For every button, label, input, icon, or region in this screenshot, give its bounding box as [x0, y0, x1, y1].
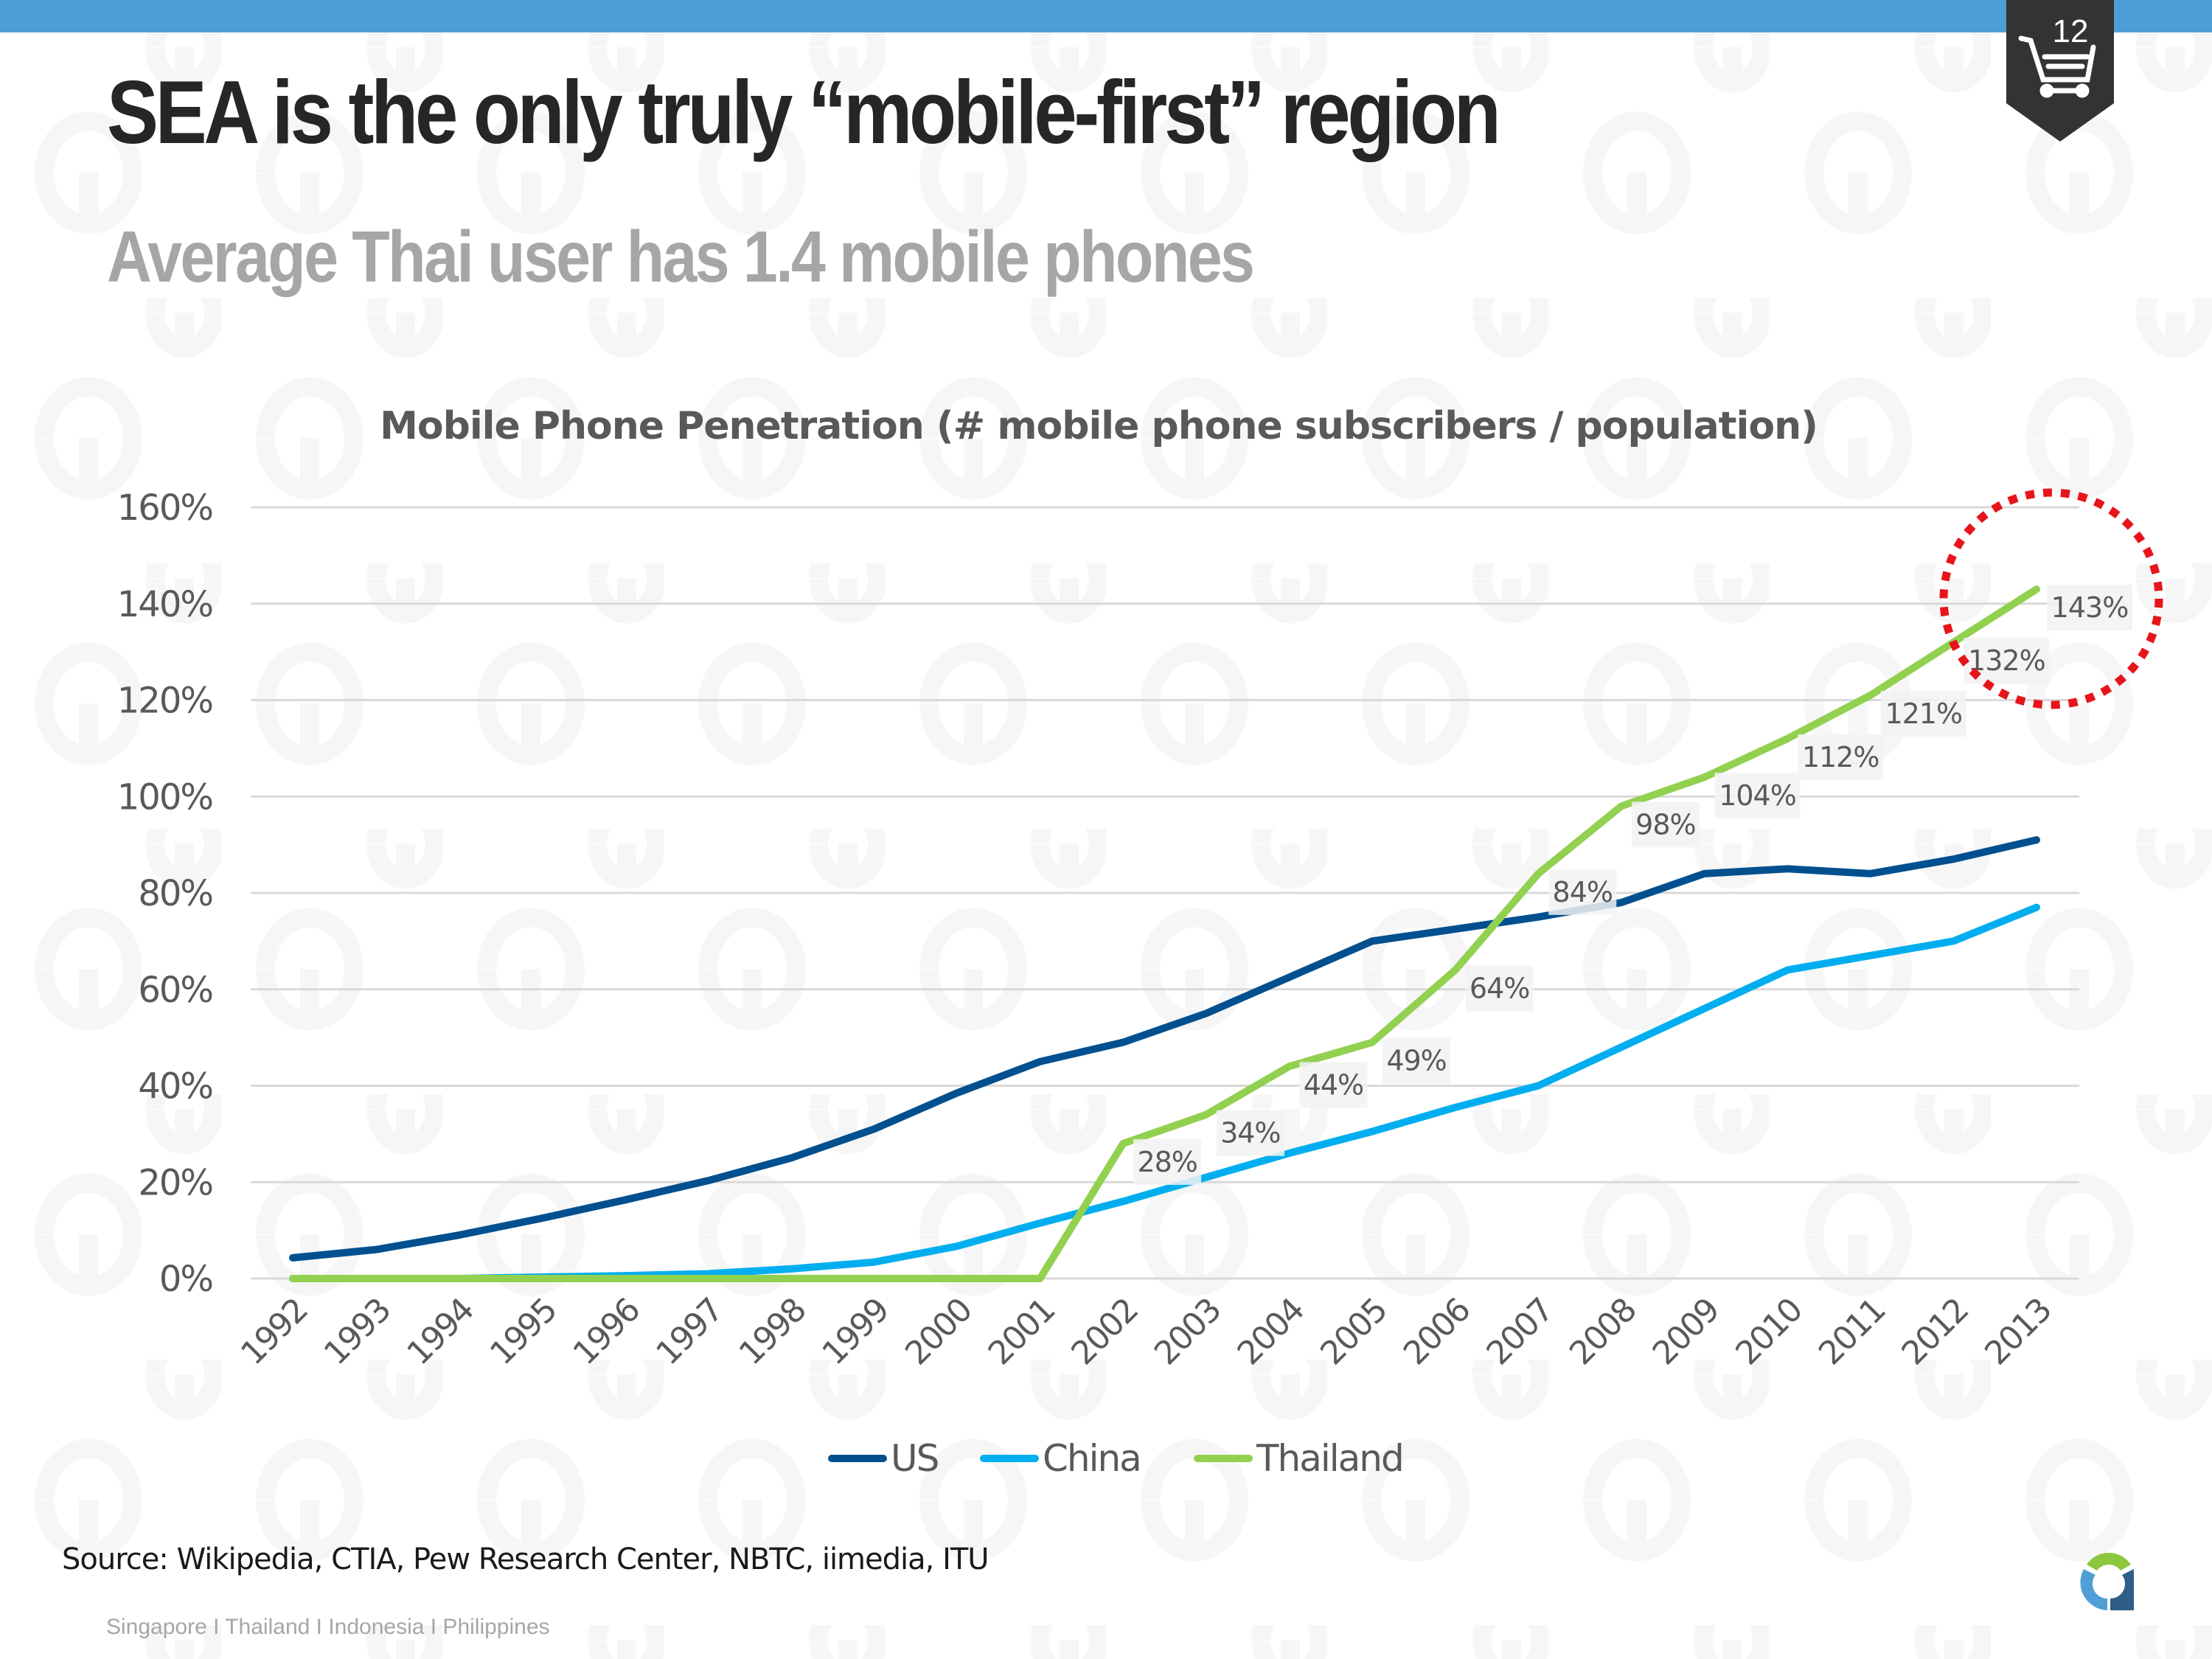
legend-label-us: US — [891, 1437, 938, 1480]
y-tick-label: 0% — [159, 1259, 212, 1300]
highlight-circle — [1939, 488, 2163, 709]
data-label-box — [1798, 734, 1884, 780]
x-tick-label: 1994 — [400, 1292, 481, 1373]
x-tick-label: 2007 — [1479, 1292, 1560, 1373]
gridlines — [251, 506, 2079, 1280]
y-tick-label: 140% — [117, 584, 212, 625]
data-label-box — [1133, 1138, 1202, 1185]
x-tick-label: 2006 — [1397, 1292, 1478, 1373]
x-tick-label: 2008 — [1562, 1292, 1644, 1373]
data-label: 64% — [1470, 973, 1529, 1005]
x-tick-label: 1997 — [649, 1292, 730, 1373]
data-label-box — [1216, 1110, 1284, 1156]
series-lines — [289, 585, 2040, 1282]
x-tick-label: 2013 — [1978, 1292, 2059, 1373]
data-label: 34% — [1220, 1117, 1280, 1150]
slide-subtitle: Average Thai user has 1.4 mobile phones — [107, 216, 1255, 297]
data-label: 104% — [1719, 779, 1796, 812]
data-label-box — [1382, 1037, 1451, 1084]
chart-title: Mobile Phone Penetration (# mobile phone… — [380, 404, 1818, 448]
y-axis-ticks: 0% 20% 40% 60% 80% 100% 120% 140% 160% — [117, 487, 214, 1300]
x-tick-label: 2012 — [1895, 1292, 1976, 1373]
slide-title: SEA is the only truly “mobile-first” reg… — [107, 62, 1501, 162]
x-tick-label: 1998 — [732, 1292, 813, 1373]
x-axis-ticks: 1992 1993 1994 1995 1996 1997 1998 1999 2000 2001… — [234, 1292, 2059, 1373]
data-label: 112% — [1802, 741, 1879, 773]
y-tick-label: 60% — [138, 970, 212, 1011]
footer-countries: Singapore I Thailand I Indonesia I Phili… — [106, 1615, 550, 1639]
x-tick-label: 1993 — [317, 1292, 398, 1373]
source-note: Source: Wikipedia, CTIA, Pew Research Ce… — [62, 1543, 990, 1576]
top-accent-bar — [0, 0, 2212, 32]
page-number: 12 — [2052, 13, 2089, 49]
data-label-box — [2047, 585, 2132, 631]
x-tick-label: 2002 — [1064, 1292, 1145, 1373]
x-tick-label: 2010 — [1728, 1292, 1809, 1373]
data-label-box — [1714, 773, 1801, 819]
data-label: 143% — [2051, 591, 2129, 624]
company-logo-icon — [2080, 1552, 2134, 1610]
data-label-box — [1880, 690, 1966, 737]
x-tick-label: 2003 — [1147, 1292, 1228, 1373]
series-line-thailand — [289, 585, 2040, 1282]
badge-shape — [2006, 0, 2114, 142]
y-tick-label: 120% — [117, 681, 212, 722]
data-label: 28% — [1137, 1146, 1197, 1178]
series-line-us — [289, 836, 2040, 1262]
x-tick-label: 1992 — [234, 1292, 315, 1373]
y-tick-label: 160% — [117, 487, 212, 529]
x-tick-label: 2009 — [1646, 1292, 1727, 1373]
data-labels: 28% 34% 44% 49% 64% 84% 98% 104%112%121%132%143… — [1133, 585, 2132, 1185]
data-label: 132% — [1968, 644, 2045, 677]
page-badge: 12 — [2006, 0, 2114, 144]
data-label: 84% — [1553, 876, 1613, 908]
x-tick-label: 1996 — [566, 1292, 647, 1373]
data-label-box — [1299, 1062, 1368, 1108]
data-label: 121% — [1885, 698, 1962, 730]
x-tick-label: 1999 — [815, 1292, 897, 1373]
data-label: 49% — [1386, 1045, 1446, 1077]
x-tick-label: 2005 — [1313, 1292, 1394, 1373]
chart-legend: US China Thailand — [828, 1437, 1405, 1480]
y-tick-label: 20% — [138, 1162, 212, 1203]
data-label-box — [1631, 801, 1700, 848]
x-tick-label: 2004 — [1231, 1292, 1312, 1373]
legend-label-thailand: Thailand — [1256, 1437, 1403, 1480]
x-tick-label: 1995 — [483, 1292, 564, 1373]
data-label-box — [1548, 869, 1617, 915]
data-label-box — [1465, 965, 1534, 1012]
y-tick-label: 100% — [117, 776, 212, 818]
legend-label-china: China — [1043, 1437, 1141, 1480]
x-tick-label: 2001 — [981, 1292, 1062, 1373]
y-tick-label: 40% — [138, 1066, 212, 1107]
data-label: 44% — [1304, 1068, 1363, 1101]
series-line-china — [289, 903, 2040, 1282]
shopping-cart-icon — [2018, 35, 2096, 98]
x-tick-label: 2000 — [898, 1292, 979, 1373]
y-tick-label: 80% — [138, 873, 212, 914]
data-label: 98% — [1635, 808, 1695, 841]
x-tick-label: 2011 — [1812, 1292, 1893, 1373]
